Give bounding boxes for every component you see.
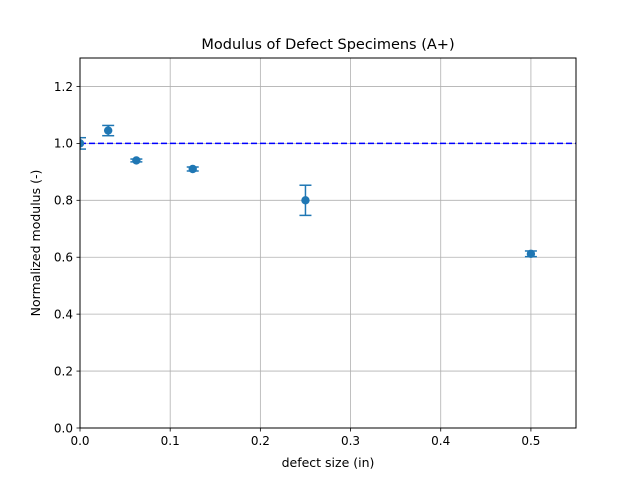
data-point	[132, 156, 141, 165]
chart-title: Modulus of Defect Specimens (A+)	[201, 37, 454, 53]
y-tick-label: 0.6	[54, 251, 73, 265]
data-point	[526, 249, 536, 259]
x-tick-label: 0.1	[161, 434, 180, 448]
data-point	[301, 196, 310, 205]
y-tick-label: 0.2	[54, 364, 73, 378]
grid-lines	[79, 58, 576, 429]
data-point	[103, 126, 113, 135]
x-tick-label: 0.4	[431, 434, 450, 448]
y-tick-label: 0.0	[54, 421, 73, 435]
data-point	[188, 164, 197, 174]
data-points	[80, 126, 536, 259]
y-tick-label: 1.2	[54, 80, 73, 94]
y-axis-label: Normalized modulus (-)	[28, 170, 43, 317]
x-tick-label: 0.5	[521, 434, 540, 448]
axis-ticks: 0.0 0.1 0.2 0.3 0.4 0.5 0.0 0.2 0.4 0.6 0.8 1.0 1.2	[54, 80, 541, 448]
x-tick-label: 0.0	[70, 434, 89, 448]
x-axis-label: defect size (in)	[282, 455, 375, 470]
x-tick-label: 0.2	[251, 434, 270, 448]
y-tick-label: 0.8	[54, 194, 73, 208]
y-tick-label: 1.0	[54, 137, 73, 151]
y-tick-label: 0.4	[54, 307, 73, 321]
data-point	[80, 139, 85, 148]
error-bars	[80, 124, 537, 258]
x-tick-label: 0.3	[341, 434, 360, 448]
plot-frame	[79, 57, 577, 429]
